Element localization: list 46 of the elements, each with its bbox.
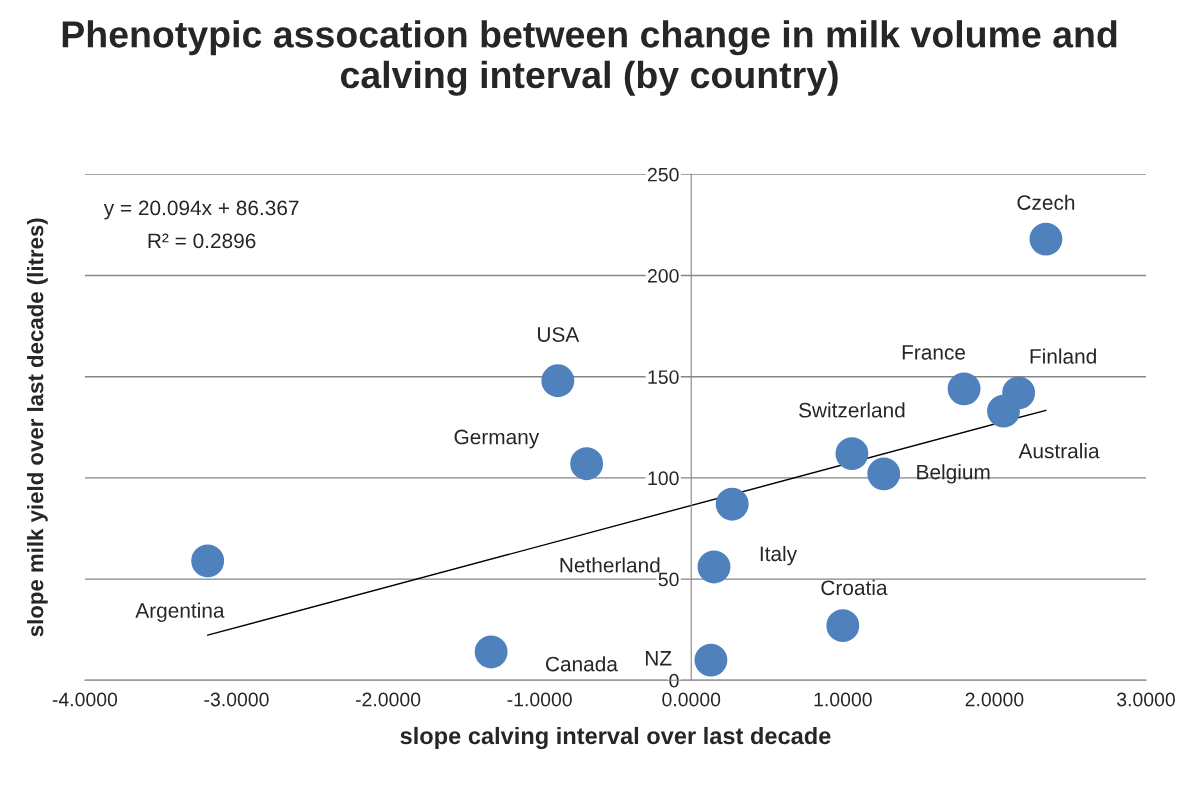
point — [947, 372, 981, 406]
series-label: USA — [538, 327, 580, 342]
point — [835, 437, 869, 471]
y-tick-label: 100 — [648, 471, 679, 486]
point — [867, 457, 901, 491]
point — [697, 550, 731, 584]
chart-title: Phenotypic assocation between change in milk volume and calving interval (by country) — [62, 20, 1117, 96]
x-tick-label: 3.0000 — [1117, 692, 1175, 707]
series-label: Canada — [545, 656, 618, 672]
annotation: y = 20.094x + 86.367 — [103, 200, 299, 220]
point — [570, 447, 604, 481]
series-label: NZ — [645, 651, 672, 666]
y-axis-title: slope milk yield over last decade (litres) — [27, 218, 48, 637]
y-tick-label: 200 — [647, 268, 679, 283]
series-label: Argentina — [135, 602, 225, 622]
x-tick-label: -4.0000 — [52, 692, 118, 707]
x-tick-label: 2.0000 — [965, 692, 1024, 707]
series-label: Switzerland — [799, 402, 905, 418]
point — [191, 544, 225, 578]
series-label: Germany — [454, 429, 540, 449]
annotation: R² = 0.2896 — [148, 233, 256, 249]
point — [826, 609, 860, 643]
series-label: Croatia — [821, 579, 888, 596]
point — [987, 394, 1020, 428]
y-tick-label: 250 — [647, 167, 679, 182]
point — [1029, 222, 1063, 256]
y-tick-label: 50 — [658, 572, 679, 587]
x-tick-label: 1.0000 — [814, 692, 872, 707]
y-tick-label: 150 — [648, 370, 679, 384]
point — [541, 364, 575, 398]
series-label: Finland — [1030, 348, 1096, 364]
x-tick-label: 0.0000 — [662, 692, 721, 707]
point — [715, 487, 749, 521]
series-label: Australia — [1018, 443, 1100, 459]
series-label: Czech — [1017, 194, 1075, 210]
x-tick-label: -3.0000 — [204, 692, 269, 707]
x-axis-title: slope calving interval over last decade — [400, 726, 831, 750]
x-tick-label: -2.0000 — [355, 692, 421, 707]
point — [694, 643, 728, 677]
series-label: Netherland — [560, 557, 660, 573]
series-label: France — [902, 345, 966, 360]
y-tick-label: 0 — [669, 673, 679, 688]
point — [474, 635, 508, 669]
series-label: Belgium — [917, 464, 990, 484]
series-label: Italy — [760, 545, 798, 566]
x-tick-label: -1.0000 — [507, 692, 572, 707]
